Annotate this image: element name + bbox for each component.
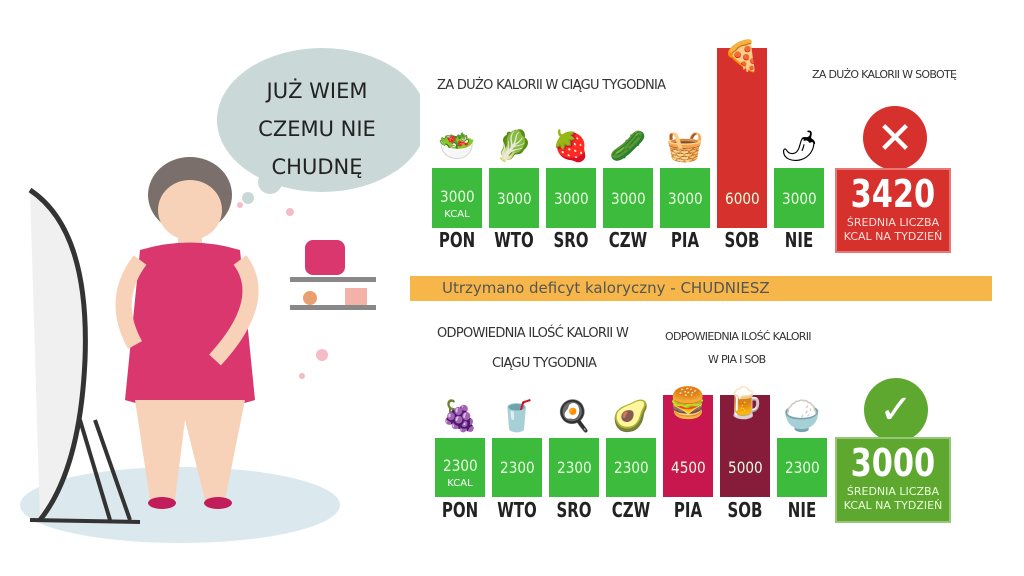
day-bar-pia: 3000 <box>660 168 710 228</box>
bubble-line: CZEMU NIE <box>258 117 376 141</box>
check-icon: ✓ <box>864 378 928 442</box>
summary-value: 3420 <box>850 172 936 216</box>
bottom-summary: 3000 ŚREDNIA LICZBA KCAL NA TYDZIEŃ <box>835 437 951 523</box>
day-bar-pia: 4500 <box>663 395 713 497</box>
kcal-unit: KCAL <box>444 209 470 220</box>
day-bar-sob: 6000 <box>717 48 767 228</box>
day-label: SRO <box>553 228 589 252</box>
bottom-title: ODPOWIEDNIA ILOŚĆ KALORII W <box>437 326 629 341</box>
fruit-bowl-icon: 🥗 <box>438 129 476 164</box>
kcal-value: 3000 <box>496 189 532 208</box>
bottom-subtitle: ODPOWIEDNIA ILOŚĆ KALORII <box>665 330 812 343</box>
vegetables-icon: 🥬 <box>495 129 533 164</box>
kcal-value: 2300 <box>613 458 649 477</box>
peppers-icon: 🌶 <box>779 129 819 164</box>
summary-value: 3000 <box>850 441 936 485</box>
day-label: SOB <box>727 498 763 522</box>
top-title: ZA DUŻO KALORII W CIĄGU TYGODNIA <box>437 78 666 93</box>
day-bar-sro: 2300 <box>549 438 599 497</box>
day-label: PIA <box>670 228 700 252</box>
day-bar-wto: 2300 <box>492 438 542 497</box>
rice-bowl-icon: 🍚 <box>783 399 821 434</box>
kcal-value: 3000 <box>610 189 646 208</box>
kcal-value: 3000 <box>553 189 589 208</box>
kcal-unit: KCAL <box>447 478 473 489</box>
bubble-line: CHUDNĘ <box>271 155 363 179</box>
day-label: WTO <box>497 498 537 522</box>
kcal-value: 2300 <box>784 458 820 477</box>
strawberry-icon: 🍓 <box>552 129 590 164</box>
day-label: SOB <box>724 228 760 252</box>
summary-label: ŚREDNIA LICZBA <box>846 485 940 498</box>
kcal-value: 2300 <box>499 458 535 477</box>
kcal-value: 3000 <box>667 189 703 208</box>
day-bar-nie: 3000 <box>774 168 824 228</box>
fried-egg-icon: 🍳 <box>555 399 593 434</box>
kcal-value: 6000 <box>724 189 760 208</box>
day-label: NIE <box>787 498 817 522</box>
fruits-icon: 🍇 <box>441 399 479 434</box>
bottom-title: CIĄGU TYGODNIA <box>492 356 597 371</box>
day-label: PON <box>438 228 476 252</box>
kcal-value: 2300 <box>442 456 478 475</box>
day-bar-pon: 2300 KCAL <box>435 438 485 497</box>
bubble-line: JUŻ WIEM <box>266 79 368 103</box>
day-bar-pon: 3000 KCAL <box>432 168 482 228</box>
smoothie-icon: 🥤 <box>498 399 536 434</box>
avocado-icon: 🥑 <box>612 399 650 434</box>
summary-label: ŚREDNIA LICZBA <box>846 216 940 229</box>
beer-icon: 🍺 <box>726 386 764 421</box>
day-label: CZW <box>611 498 651 522</box>
day-label: SRO <box>556 498 592 522</box>
kcal-value: 2300 <box>556 458 592 477</box>
x-icon: ✕ <box>863 106 927 170</box>
kcal-value: 5000 <box>727 458 763 477</box>
day-label: PON <box>441 498 479 522</box>
thought-bubble: JUŻ WIEM CZEMU NIE CHUDNĘ <box>222 72 412 186</box>
kcal-value: 3000 <box>781 189 817 208</box>
day-bar-czw: 2300 <box>606 438 656 497</box>
burger-fries-icon: 🍔 <box>669 386 707 421</box>
top-summary: 3420 ŚREDNIA LICZBA KCAL NA TYDZIEŃ <box>835 168 951 253</box>
bottom-subtitle: W PIA I SOB <box>708 353 766 366</box>
day-bar-sob: 5000 <box>720 395 770 497</box>
summary-label: KCAL NA TYDZIEŃ <box>843 230 943 243</box>
banner: Utrzymano deficyt kaloryczny - CHUDNIESZ <box>410 276 992 301</box>
day-bar-nie: 2300 <box>777 438 827 497</box>
woman-mirror-illustration <box>20 48 420 543</box>
cucumber-fork-icon: 🥒 <box>609 129 647 164</box>
day-bar-czw: 3000 <box>603 168 653 228</box>
day-label: NIE <box>784 228 814 252</box>
kcal-value: 3000 <box>439 187 475 206</box>
day-bar-wto: 3000 <box>489 168 539 228</box>
vegetable-basket-icon: 🧺 <box>666 129 704 164</box>
kcal-value: 4500 <box>670 458 706 477</box>
pizza-icon: 🍕 <box>723 39 761 74</box>
summary-label: KCAL NA TYDZIEŃ <box>843 499 943 512</box>
day-label: CZW <box>608 228 648 252</box>
top-subtitle: ZA DUŻO KALORII W SOBOTĘ <box>812 68 957 81</box>
day-label: WTO <box>494 228 534 252</box>
day-bar-sro: 3000 <box>546 168 596 228</box>
day-label: PIA <box>673 498 703 522</box>
